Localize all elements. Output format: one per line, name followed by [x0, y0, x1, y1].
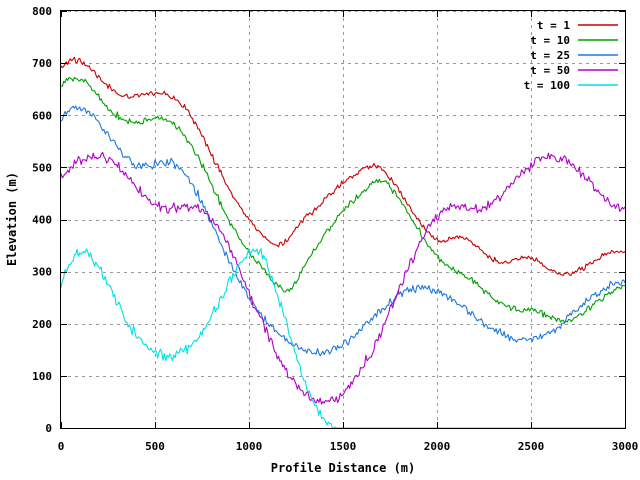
y-tick-label: 800 — [32, 5, 52, 18]
legend-label: t = 1 — [537, 19, 570, 32]
plot-border — [59, 9, 627, 430]
y-tick-label: 300 — [32, 266, 52, 279]
y-tick-label: 700 — [32, 57, 52, 70]
series-line-t-25 — [60, 105, 626, 357]
legend: t = 1 t = 10 t = 25 t = 50 t = 100 — [524, 19, 618, 92]
legend-entry: t = 10 — [530, 34, 618, 47]
legend-entry: t = 100 — [524, 79, 618, 92]
series-line-t-1 — [60, 56, 626, 277]
y-tick-label: 100 — [32, 370, 52, 383]
legend-label: t = 10 — [530, 34, 570, 47]
y-tick-label: 0 — [45, 422, 52, 435]
tick-labels: 0 100 200 300 400 500 600 700 800 0 500 1000 1500 200… — [32, 5, 638, 453]
y-tick-label: 200 — [32, 318, 52, 331]
x-tick-label: 3000 — [612, 440, 639, 453]
tick-marks — [60, 10, 627, 430]
y-axis-title: Elevation (m) — [5, 172, 19, 266]
legend-label: t = 25 — [530, 49, 570, 62]
legend-label: t = 100 — [524, 79, 570, 92]
legend-label: t = 50 — [530, 64, 570, 77]
y-tick-label: 600 — [32, 109, 52, 122]
x-tick-label: 1000 — [236, 440, 263, 453]
x-tick-label: 1500 — [330, 440, 357, 453]
y-tick-label: 400 — [32, 214, 52, 227]
legend-entry: t = 1 — [537, 19, 618, 32]
legend-entry: t = 50 — [530, 64, 618, 77]
x-tick-label: 500 — [145, 440, 165, 453]
series-line-t-50 — [60, 151, 626, 405]
plot-frame — [59, 9, 627, 430]
x-tick-label: 0 — [58, 440, 65, 453]
legend-entry: t = 25 — [530, 49, 618, 62]
x-tick-label: 2500 — [518, 440, 545, 453]
y-tick-label: 500 — [32, 161, 52, 174]
x-tick-label: 2000 — [424, 440, 451, 453]
x-axis-title: Profile Distance (m) — [271, 461, 416, 475]
series-line-t-10 — [60, 76, 626, 324]
